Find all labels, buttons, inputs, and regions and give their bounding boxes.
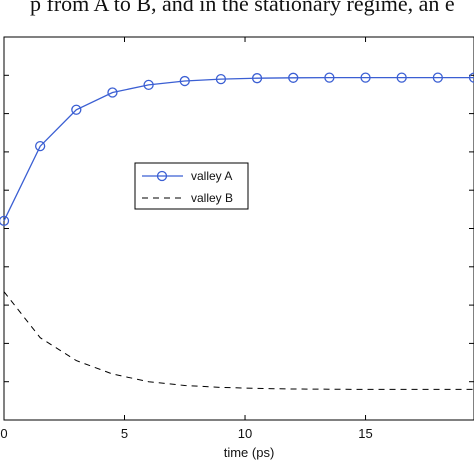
data-point-valley-a-8 [288,72,299,83]
series-line-valley-a [3,76,474,222]
data-point-valley-a-13 [468,72,474,83]
data-point-valley-a-1 [35,141,46,152]
legend-label-valley-a: valley A [191,169,232,183]
series-layer [0,72,474,390]
caption-text: p from A to B, and in the stationary reg… [30,0,455,17]
plot-frame [3,36,474,421]
data-point-valley-a-0 [0,215,10,226]
data-point-valley-a-2 [71,104,82,115]
series-line-valley-b [3,291,474,390]
legend-marker-valley-a [156,170,168,182]
legend: valley A valley B [134,162,249,210]
x-tick-label-3: 15 [358,426,372,441]
data-point-valley-a-10 [360,72,371,83]
data-point-valley-a-12 [432,72,443,83]
data-point-valley-a-6 [215,73,227,85]
data-point-valley-a-4 [143,79,154,91]
legend-label-valley-b: valley B [191,191,233,205]
y-axis-ticks [4,74,474,383]
legend-box [134,162,249,210]
x-tick-label-1: 5 [121,426,128,441]
data-point-valley-a-9 [324,72,335,83]
data-point-valley-a-5 [179,75,190,87]
data-point-valley-a-3 [107,87,118,98]
data-point-valley-a-7 [251,73,263,84]
x-tick-label-0: 0 [0,426,7,441]
x-axis-title: time (ps) [224,445,275,460]
x-axis-ticks: 0 5 10 15 [0,37,373,441]
caption-fragment: p from A to B, and in the stationary reg… [30,0,455,16]
x-tick-label-2: 10 [238,426,252,441]
data-point-valley-a-11 [396,72,407,83]
